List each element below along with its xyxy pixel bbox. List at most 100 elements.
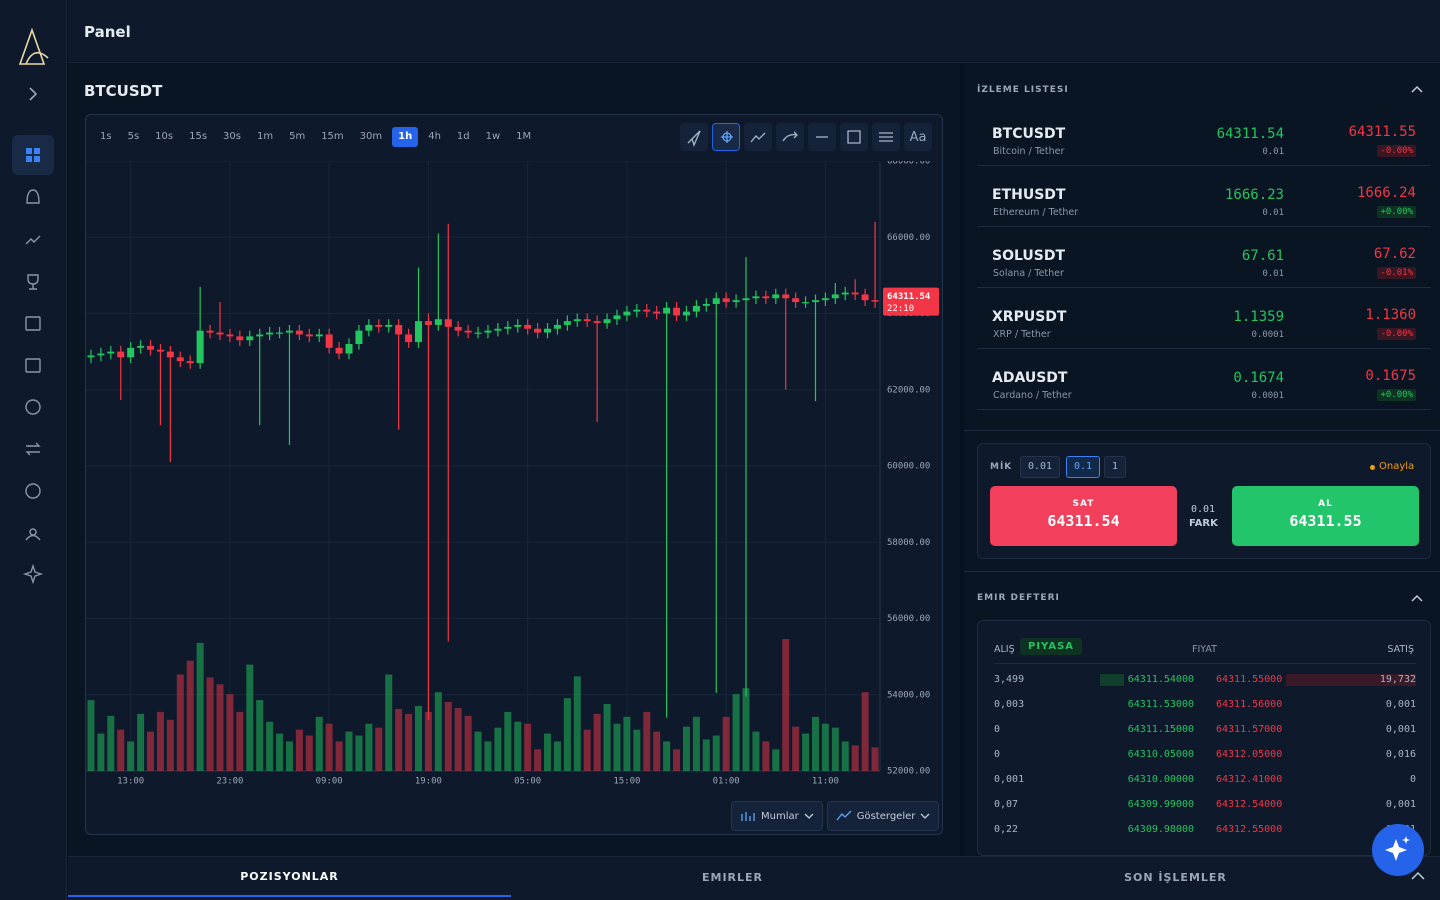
timeframe-button[interactable]: 10s (155, 131, 174, 142)
tool-button[interactable] (840, 123, 868, 151)
symbol-name: Cardano / Tether (993, 390, 1072, 401)
volume-bar (395, 708, 403, 771)
timeframe-button[interactable]: 5m (289, 131, 306, 142)
candle-body (682, 311, 690, 316)
symbol: XRPUSDT (992, 309, 1067, 325)
chart-button[interactable]: Göstergeler (826, 801, 940, 831)
timeframe-button[interactable]: 30s (223, 131, 241, 142)
expand-icon[interactable] (29, 87, 38, 101)
tool-button[interactable] (808, 123, 836, 151)
timeframe-button[interactable]: 5s (127, 131, 140, 142)
buy-button[interactable]: AL 64311.55 (1232, 486, 1419, 546)
tool-button[interactable] (680, 123, 708, 151)
watchlist-row[interactable]: BTCUSDT Bitcoin / Tether 64311.54 0.01 64311… (977, 105, 1431, 166)
trophy-icon[interactable] (27, 274, 39, 290)
pie-icon[interactable] (25, 483, 41, 499)
chevron-glyph (920, 813, 930, 819)
candle-body (722, 298, 730, 303)
sparkle-icon[interactable] (22, 563, 44, 585)
y-tick-label: 62000.00 (887, 385, 930, 395)
qty-option[interactable]: 0.1 (1066, 456, 1101, 478)
ai-button[interactable] (1371, 823, 1425, 877)
candle-body (405, 334, 413, 343)
confirm-label[interactable]: Onayla (1379, 461, 1415, 472)
volume-bar (663, 741, 671, 771)
timeframe-button[interactable]: 4h (428, 131, 441, 142)
timeframe-button[interactable]: 15m (321, 131, 344, 142)
price-step: 0.0001 (1251, 330, 1284, 340)
candle-body (196, 330, 204, 364)
ask-price: 64312.54000 (1216, 799, 1283, 810)
tool-icon (782, 131, 798, 142)
candle-body (573, 319, 581, 322)
watchlist-row[interactable]: ETHUSDT Ethereum / Tether 1666.23 0.01 1666.… (977, 166, 1431, 227)
logo (18, 27, 49, 65)
tool-button[interactable] (744, 123, 772, 151)
timeframe-button[interactable]: 15s (189, 131, 208, 142)
watchlist-row[interactable]: SOLUSDT Solana / Tether 67.61 0.01 67.62 -0.0… (977, 227, 1431, 288)
transfer-icon[interactable] (25, 442, 41, 456)
order-row: 0 64311.15000 64311.57000 0,001 (978, 718, 1430, 743)
mode-badge[interactable]: PIYASA (1020, 638, 1083, 655)
tab[interactable]: SON İŞLEMLER (1124, 870, 1227, 884)
user-icon[interactable] (25, 528, 41, 541)
tool-button[interactable] (872, 123, 900, 151)
volume-bar (514, 721, 522, 771)
timeframe-button[interactable]: 30m (359, 131, 383, 142)
candle-body (762, 296, 770, 299)
watchlist-row[interactable]: ADAUSDT Cardano / Tether 0.1674 0.0001 0.167… (977, 349, 1431, 410)
volume-bar (276, 733, 284, 771)
active-item[interactable] (12, 135, 54, 175)
candle-body (444, 319, 452, 327)
collapse-icon[interactable] (1410, 84, 1424, 94)
news-icon[interactable] (25, 358, 41, 373)
sidebar-icons (12, 27, 54, 585)
timeframe-button[interactable]: 1s (100, 131, 112, 142)
collapse-icon[interactable] (1410, 593, 1424, 603)
sell-button[interactable]: SAT 64311.54 (990, 486, 1177, 546)
y-tick-label: 58000.00 (887, 538, 930, 548)
qty-option[interactable]: 0.01 (1020, 456, 1061, 478)
timeframe-button[interactable]: 1d (456, 131, 470, 142)
expand-icon[interactable] (1410, 870, 1426, 882)
tool-button[interactable] (712, 123, 740, 151)
tool-button[interactable] (776, 123, 804, 151)
symbol: BTCUSDT (992, 126, 1066, 142)
bid-price: 64311.15000 (1127, 724, 1194, 735)
candle-body (544, 328, 552, 333)
change-badge: +0.00% (1377, 389, 1416, 401)
tab[interactable]: POZISYONLAR (68, 857, 511, 897)
watchlist-row[interactable]: XRPUSDT XRP / Tether 1.1359 0.0001 1.1360 -0.… (977, 288, 1431, 349)
calendar-icon[interactable] (25, 316, 41, 331)
tab[interactable]: EMIRLER (701, 870, 764, 884)
candle-body (792, 298, 800, 303)
qty-option[interactable]: 1 (1104, 456, 1127, 478)
volume-bar (127, 741, 135, 771)
dashboard-icon[interactable] (26, 148, 40, 162)
font-tool[interactable]: Aa (904, 123, 932, 151)
timeframe-button[interactable]: 1h (392, 127, 419, 147)
volume-bar (444, 702, 452, 771)
volume-bar (315, 716, 323, 771)
volume-bar (762, 741, 770, 771)
chart-button[interactable]: Mumlar (731, 801, 823, 831)
symbol: ETHUSDT (992, 187, 1066, 203)
candle-body (186, 361, 194, 364)
x-tick-label: 13:00 (117, 777, 144, 787)
trend-icon[interactable] (25, 235, 41, 245)
price-tag-time: 22:10 (887, 304, 914, 314)
chat-icon[interactable] (25, 399, 41, 415)
volume-bar (673, 749, 681, 771)
timeframe-button[interactable]: 1m (256, 131, 274, 142)
candle-body (514, 324, 522, 327)
timeframe-button[interactable]: 1M (516, 131, 532, 142)
timeframe-button[interactable]: 1w (485, 131, 501, 142)
spread-label: FARK (1189, 518, 1218, 529)
candle-body (127, 347, 135, 358)
candle-body (871, 300, 879, 302)
candle-body (563, 321, 571, 325)
bell-icon[interactable] (26, 189, 40, 204)
y-tick-label: 56000.00 (887, 614, 930, 624)
candle-body (375, 324, 383, 327)
